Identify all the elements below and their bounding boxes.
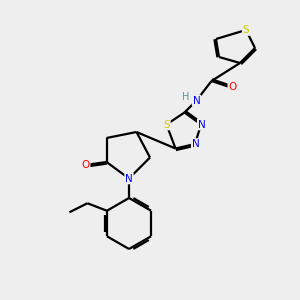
Text: S: S [163, 119, 170, 130]
Text: N: N [125, 173, 133, 184]
Text: H: H [182, 92, 190, 102]
Text: O: O [228, 82, 237, 92]
Text: N: N [193, 95, 200, 106]
Text: N: N [198, 119, 206, 130]
Text: O: O [81, 160, 90, 170]
Text: S: S [243, 25, 249, 35]
Text: N: N [192, 139, 200, 149]
